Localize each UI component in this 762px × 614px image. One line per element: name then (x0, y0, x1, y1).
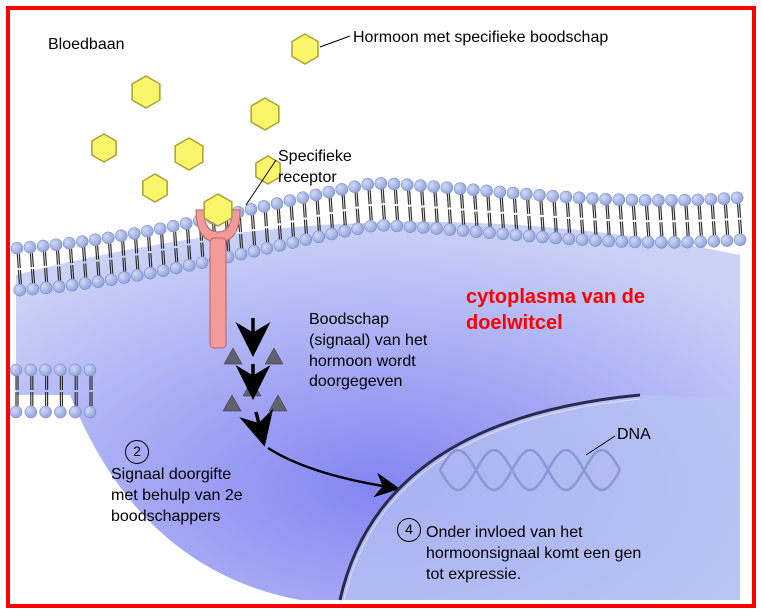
label-signaal-doorgifte: Signaal doorgifte met behulp van 2e bood… (111, 465, 243, 527)
step-4-marker: 4 (397, 518, 421, 542)
label-dna: DNA (617, 425, 651, 446)
diagram-frame: Bloedbaan Hormoon met specifieke boodsch… (0, 0, 762, 614)
step-2-marker: 2 (125, 440, 149, 464)
label-gen-expressie: Onder invloed van het hormoonsignaal kom… (426, 523, 641, 585)
label-cytoplasma: cytoplasma van de doelwitcel (466, 284, 645, 336)
label-boodschap-doorgegeven: Boodschap (signaal) van het hormoon word… (309, 310, 427, 393)
label-specifieke-receptor: Specifieke receptor (278, 147, 352, 189)
label-bloedbaan: Bloedbaan (48, 35, 125, 56)
label-hormoon-boodschap: Hormoon met specifieke boodschap (353, 28, 608, 49)
